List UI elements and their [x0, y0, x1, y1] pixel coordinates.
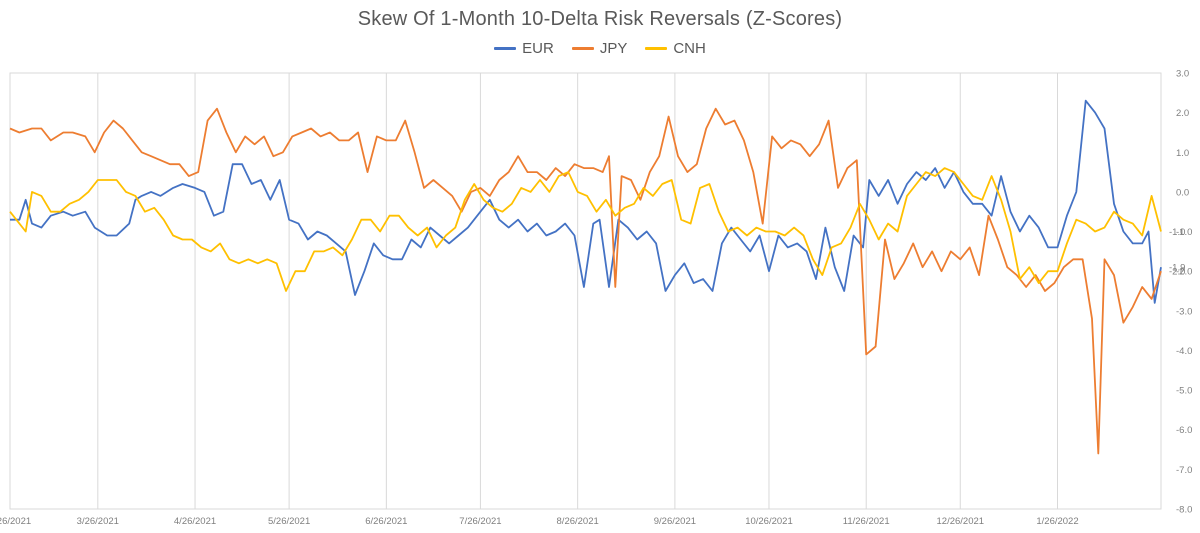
- end-value-label: -1.0: [1169, 227, 1185, 238]
- y-tick-label: 2.0: [1176, 108, 1189, 119]
- x-tick-label: 2/26/2021: [0, 516, 31, 527]
- legend-swatch: [645, 47, 668, 50]
- y-tick-label: 3.0: [1176, 69, 1189, 80]
- x-tick-label: 8/26/2021: [557, 516, 599, 527]
- y-tick-label: -8.0: [1176, 505, 1192, 516]
- x-tick-label: 6/26/2021: [365, 516, 407, 527]
- plot-frame: [9, 72, 1162, 510]
- chart-legend: EUR JPY CNH: [0, 40, 1200, 57]
- y-tick-label: 0.0: [1176, 187, 1189, 198]
- end-value-label: -2.0: [1169, 267, 1185, 278]
- legend-label: JPY: [599, 40, 628, 57]
- legend-item-cnh: CNH: [645, 40, 706, 57]
- end-value-label: -1.9: [1169, 263, 1185, 274]
- y-tick-label: 1.0: [1176, 148, 1189, 159]
- legend-item-jpy: JPY: [571, 40, 628, 57]
- y-tick-label: -2.0: [1176, 267, 1192, 278]
- x-tick-label: 1/26/2022: [1036, 516, 1078, 527]
- series-line-cnh: [9, 167, 1162, 292]
- y-tick-label: -6.0: [1176, 425, 1192, 436]
- legend-swatch: [571, 47, 594, 50]
- x-tick-label: 12/26/2021: [937, 516, 985, 527]
- legend-item-eur: EUR: [494, 40, 554, 57]
- legend-swatch: [494, 47, 517, 50]
- y-tick-label: -5.0: [1176, 386, 1192, 397]
- series-line-eur: [10, 99, 1162, 304]
- chart-title: Skew Of 1-Month 10-Delta Risk Reversals …: [357, 8, 843, 30]
- x-tick-label: 9/26/2021: [654, 516, 696, 527]
- legend-label: EUR: [522, 40, 554, 57]
- y-tick-label: -7.0: [1176, 465, 1192, 476]
- legend-label: CNH: [673, 40, 706, 57]
- y-tick-label: -3.0: [1176, 306, 1192, 317]
- x-tick-label: 11/26/2021: [843, 516, 890, 527]
- x-tick-label: 7/26/2021: [459, 516, 501, 527]
- y-tick-label: -4.0: [1176, 346, 1192, 357]
- x-tick-label: 3/26/2021: [77, 516, 119, 527]
- x-tick-label: 5/26/2021: [268, 516, 310, 527]
- y-tick-label: -1.0: [1176, 227, 1192, 238]
- x-tick-label: 10/26/2021: [745, 516, 793, 527]
- x-tick-label: 4/26/2021: [174, 516, 216, 527]
- series-line-jpy: [9, 107, 1162, 455]
